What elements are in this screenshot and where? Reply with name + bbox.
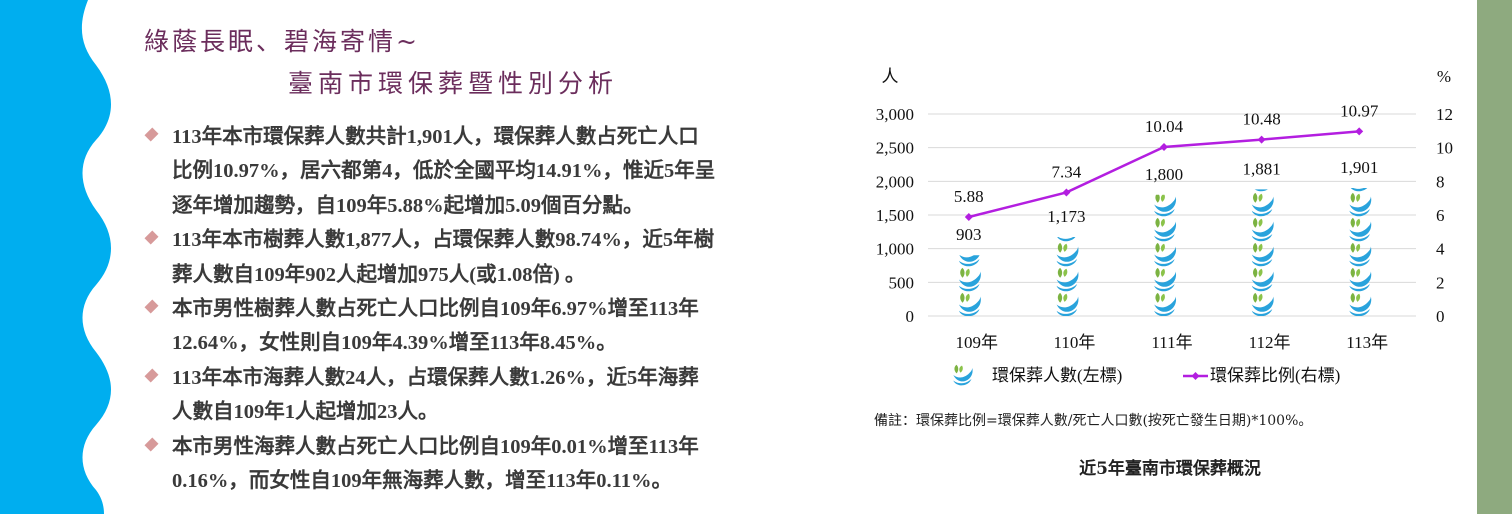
bullet-text-line: 本市男性樹葬人數占死亡人口比例自109年6.97%增至113年 <box>172 298 699 321</box>
legend-bars-label: 環保葬人數(左標) <box>992 366 1122 385</box>
legend-line-label: 環保葬比例(右標) <box>1210 366 1340 385</box>
bar-data-label: 1,173 <box>1047 207 1085 226</box>
bullet-item: 113年本市環保葬人數共計1,901人，環保葬人數占死亡人口 比例10.97%，居… <box>144 120 824 223</box>
line-data-label: 10.97 <box>1340 101 1379 120</box>
right-axis-tick: 8 <box>1436 172 1445 191</box>
x-axis-tick: 113年 <box>1346 333 1388 352</box>
ratio-marker <box>1257 135 1266 144</box>
bullet-text-line: 比例10.97%，居六都第4，低於全國平均14.91%，惟近5年呈 <box>172 160 716 183</box>
bullet-text-line: 人數自109年1人起增加23人。 <box>172 401 439 424</box>
ratio-marker <box>964 213 973 222</box>
eco-burial-icon <box>1154 194 1177 217</box>
left-axis-tick: 2,000 <box>876 172 914 191</box>
right-axis-tick: 0 <box>1436 307 1445 326</box>
chart-caption: 近5年臺南市環保葬概況 <box>1079 459 1261 479</box>
x-axis-tick: 112年 <box>1249 333 1291 352</box>
bullet-text-line: 12.64%，女性則自109年4.39%增至113年8.45%。 <box>172 332 617 355</box>
bullet-text-line: 葬人數自109年902人起增加975人(或1.08倍) 。 <box>172 263 586 286</box>
bullet-text-line: 0.16%，而女性自109年無海葬人數，增至113年0.11%。 <box>172 470 672 493</box>
green-side-band <box>1477 0 1512 514</box>
eco-burial-icon <box>1349 192 1372 217</box>
left-axis-tick: 2,500 <box>876 139 914 158</box>
eco-burial-icon <box>958 292 981 316</box>
left-axis-tick: 1,000 <box>876 240 914 259</box>
bullet-item: 113年本市樹葬人數1,877人，占環保葬人數98.74%，近5年樹 葬人數自10… <box>144 223 824 292</box>
pictograph-bar <box>1154 194 1177 316</box>
eco-burial-icon <box>1154 217 1177 242</box>
bullet-item: 本市男性樹葬人數占死亡人口比例自109年6.97%增至113年 12.64%，女性… <box>144 292 824 361</box>
eco-burial-icon <box>1251 217 1274 242</box>
line-data-label: 5.88 <box>954 187 984 206</box>
x-axis-tick: 111年 <box>1151 333 1192 352</box>
bullet-text-line: 本市男性海葬人數占死亡人口比例自109年0.01%增至113年 <box>172 435 699 458</box>
ratio-marker <box>1062 188 1071 197</box>
eco-burial-icon <box>1154 267 1177 292</box>
right-axis-tick: 10 <box>1436 139 1453 158</box>
eco-burial-icon <box>1349 242 1372 267</box>
eco-burial-icon <box>1349 267 1372 292</box>
left-axis-tick: 500 <box>889 273 915 292</box>
eco-burial-icon <box>1154 242 1177 267</box>
legend-line-marker <box>1191 372 1200 380</box>
bullet-item: 本市男性海葬人數占死亡人口比例自109年0.01%增至113年 0.16%，而女性… <box>144 430 824 499</box>
left-axis-tick: 0 <box>906 307 915 326</box>
eco-burial-icon <box>1056 242 1079 267</box>
eco-burial-icon <box>1251 267 1274 292</box>
eco-burial-icon <box>1154 292 1177 316</box>
right-axis-tick: 2 <box>1436 273 1445 292</box>
right-axis-tick: 6 <box>1436 206 1445 225</box>
title-line-2: 臺南市環保葬暨性別分析 <box>288 69 619 98</box>
line-data-label: 10.04 <box>1145 117 1184 136</box>
eco-burial-icon <box>1251 292 1274 316</box>
line-data-label: 10.48 <box>1242 110 1280 129</box>
bullet-text-line: 113年本市環保葬人數共計1,901人，環保葬人數占死亡人口 <box>172 126 699 148</box>
bullet-text-line: 逐年增加趨勢，自109年5.88%起增加5.09個百分點。 <box>172 194 644 217</box>
bar-data-label: 1,800 <box>1145 165 1183 184</box>
title-line-1: 綠蔭長眠、碧海寄情~ <box>144 27 420 56</box>
ratio-marker <box>1355 127 1364 136</box>
eco-burial-icon <box>1056 267 1079 292</box>
eco-burial-icon <box>1251 192 1274 217</box>
bullet-text-line: 113年本市海葬人數24人，占環保葬人數1.26%，近5年海葬 <box>172 366 699 389</box>
right-axis-tick: 12 <box>1436 105 1453 124</box>
eco-burial-icon <box>1056 292 1079 317</box>
eco-burial-icon <box>958 255 981 267</box>
right-axis-label: % <box>1437 67 1451 86</box>
left-axis-label: 人 <box>882 67 899 86</box>
eco-burial-icon <box>1349 217 1372 242</box>
right-axis-tick: 4 <box>1436 240 1445 259</box>
eco-burial-icon <box>1251 242 1274 267</box>
x-axis-tick: 109年 <box>956 333 999 352</box>
bar-data-label: 903 <box>956 225 982 244</box>
blue-wave-band <box>0 0 111 514</box>
bar-data-label: 1,901 <box>1340 158 1378 177</box>
bullet-list: 113年本市環保葬人數共計1,901人，環保葬人數占死亡人口 比例10.97%，居… <box>144 120 824 498</box>
eco-burial-icon <box>958 267 981 292</box>
left-axis-tick: 1,500 <box>876 206 914 225</box>
eco-burial-icon <box>1349 292 1372 316</box>
bullet-item: 113年本市海葬人數24人，占環保葬人數1.26%，近5年海葬 人數自109年1人… <box>144 361 824 430</box>
legend-bars-icon <box>953 364 973 386</box>
left-axis-tick: 3,000 <box>876 105 914 124</box>
line-data-label: 7.34 <box>1052 162 1082 181</box>
x-axis-tick: 110年 <box>1053 333 1095 352</box>
ratio-marker <box>1160 142 1168 151</box>
chart-note: 備註：環保葬比例=環保葬人數/死亡人口數(按死亡發生日期)*100%。 <box>874 413 1313 429</box>
bar-data-label: 1,881 <box>1242 159 1280 178</box>
bullet-text-line: 113年本市樹葬人數1,877人，占環保葬人數98.74%，近5年樹 <box>172 229 715 252</box>
